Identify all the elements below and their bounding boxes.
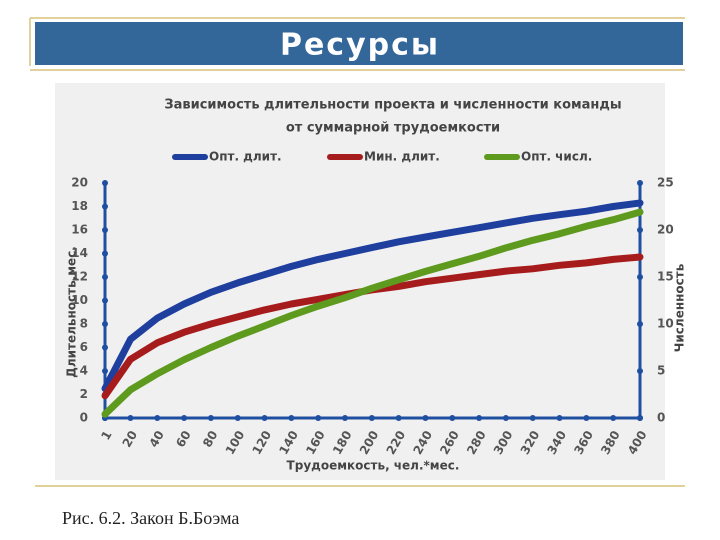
- y-tick: [102, 321, 108, 327]
- y-tick: [102, 368, 108, 374]
- y2-tick-label: 25: [657, 176, 674, 190]
- y-tick: [102, 203, 108, 210]
- x-tick: [181, 415, 188, 421]
- x-tick: [288, 415, 295, 421]
- y2-tick: [637, 180, 643, 186]
- x-tick: [207, 415, 214, 421]
- y-tick-label: 8: [80, 317, 88, 331]
- y2-tick-label: 5: [657, 364, 665, 378]
- y2-tick: [637, 368, 643, 374]
- y-tick-label: 18: [71, 199, 88, 213]
- y2-tick-label: 0: [657, 411, 665, 425]
- y-tick-label: 20: [71, 176, 88, 190]
- legend-label: Опт. длит.: [209, 150, 282, 164]
- x-tick: [529, 415, 536, 421]
- y-tick-label: 12: [71, 270, 88, 284]
- x-tick: [154, 415, 161, 421]
- x-axis-label: Трудоемкость, чел.*мес.: [287, 459, 460, 473]
- x-tick: [476, 415, 483, 421]
- x-tick: [449, 415, 456, 421]
- chart-title: Зависимость длительности проекта и числе…: [164, 98, 621, 113]
- caption: Рис. 6.2. Закон Б.Боэма: [62, 508, 239, 528]
- slide-title: Ресурсы: [280, 28, 440, 63]
- y-tick: [102, 274, 108, 280]
- y2-axis-label: Численность: [673, 263, 687, 352]
- x-tick: [422, 415, 429, 421]
- y-tick: [102, 227, 108, 233]
- y-tick-label: 6: [80, 340, 88, 354]
- y-tick: [102, 344, 108, 351]
- y-tick-label: 14: [71, 246, 88, 260]
- y-tick-label: 16: [71, 223, 88, 237]
- x-tick: [637, 415, 643, 421]
- line-series: [101, 199, 644, 393]
- x-tick: [315, 415, 322, 421]
- x-tick: [610, 415, 617, 421]
- y-tick: [102, 297, 108, 304]
- x-tick: [556, 415, 563, 421]
- x-tick: [368, 415, 375, 421]
- y-tick: [102, 250, 108, 257]
- chart-area: [55, 83, 665, 480]
- x-tick: [502, 415, 509, 421]
- x-tick: [583, 415, 590, 421]
- legend-label: Опт. числ.: [521, 150, 592, 164]
- y-tick-label: 0: [80, 411, 88, 425]
- x-tick: [234, 415, 241, 421]
- legend-label: Мин. длит.: [364, 150, 440, 164]
- y-tick-label: 2: [80, 387, 88, 401]
- y-tick: [102, 180, 108, 186]
- y2-tick: [637, 274, 643, 280]
- y2-tick: [637, 227, 643, 233]
- x-tick: [261, 415, 268, 421]
- x-tick: [395, 415, 402, 421]
- y2-tick-label: 10: [657, 317, 674, 331]
- title-bar: [35, 22, 683, 65]
- y-axis-label: Длительность,мес.: [65, 246, 79, 378]
- y-tick-label: 10: [71, 293, 88, 307]
- y2-tick: [637, 321, 643, 327]
- y-tick-label: 4: [80, 364, 88, 378]
- x-tick: [127, 415, 134, 421]
- y2-tick-label: 15: [657, 270, 674, 284]
- y2-tick-label: 20: [657, 223, 674, 237]
- chart-title: от суммарной трудоемкости: [286, 121, 500, 136]
- line-series: [101, 208, 644, 418]
- x-tick: [342, 415, 349, 421]
